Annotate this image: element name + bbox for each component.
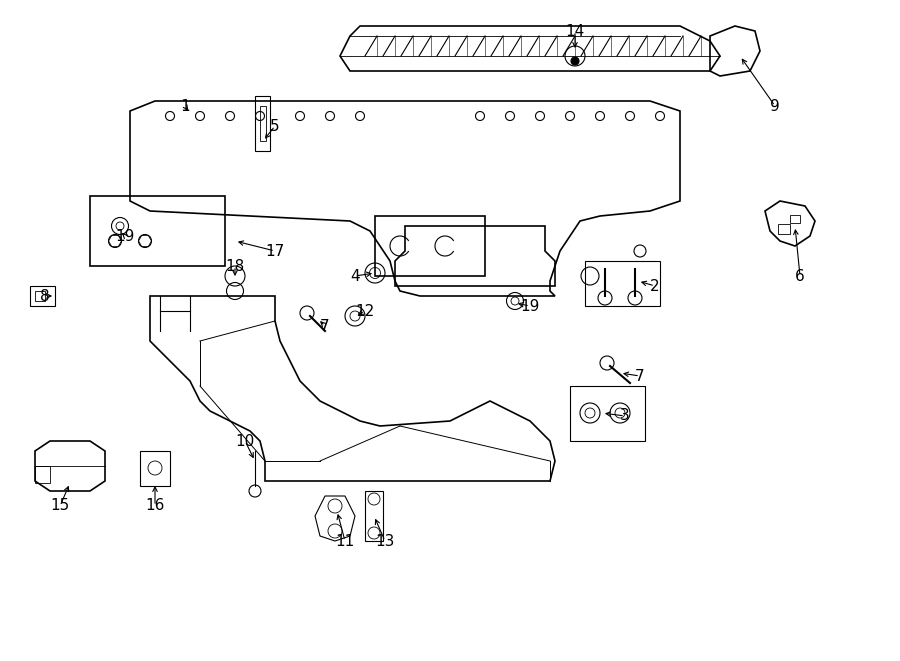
Text: 3: 3 bbox=[620, 408, 630, 424]
Text: 12: 12 bbox=[356, 303, 374, 319]
Text: 17: 17 bbox=[266, 243, 284, 258]
Bar bbox=[30, 286, 55, 306]
Text: 7: 7 bbox=[635, 368, 644, 383]
Bar bbox=[35, 291, 45, 301]
Text: 16: 16 bbox=[145, 498, 165, 514]
Bar bbox=[255, 96, 270, 151]
Bar bbox=[365, 491, 383, 541]
Text: 19: 19 bbox=[520, 299, 540, 313]
Bar bbox=[585, 261, 660, 306]
Text: 13: 13 bbox=[375, 533, 395, 549]
Circle shape bbox=[598, 291, 612, 305]
Text: 7: 7 bbox=[320, 319, 329, 334]
Circle shape bbox=[628, 291, 642, 305]
Bar bbox=[140, 451, 170, 486]
Text: 19: 19 bbox=[115, 229, 135, 243]
Text: 9: 9 bbox=[770, 98, 780, 114]
Bar bbox=[570, 386, 645, 441]
Bar bbox=[35, 466, 50, 483]
Bar bbox=[90, 196, 225, 266]
Bar bbox=[375, 216, 485, 276]
Text: 6: 6 bbox=[795, 268, 805, 284]
Text: 11: 11 bbox=[336, 533, 355, 549]
Text: 15: 15 bbox=[50, 498, 69, 514]
Text: 1: 1 bbox=[180, 98, 190, 114]
Text: 10: 10 bbox=[236, 434, 255, 449]
Text: 4: 4 bbox=[350, 268, 360, 284]
Bar bbox=[778, 224, 790, 234]
Bar bbox=[790, 215, 800, 223]
Text: 14: 14 bbox=[565, 24, 585, 38]
Text: 5: 5 bbox=[270, 118, 280, 134]
Circle shape bbox=[571, 57, 579, 65]
Text: 8: 8 bbox=[40, 288, 50, 303]
Text: 18: 18 bbox=[225, 258, 245, 274]
Text: 2: 2 bbox=[650, 278, 660, 293]
Bar bbox=[260, 106, 266, 141]
